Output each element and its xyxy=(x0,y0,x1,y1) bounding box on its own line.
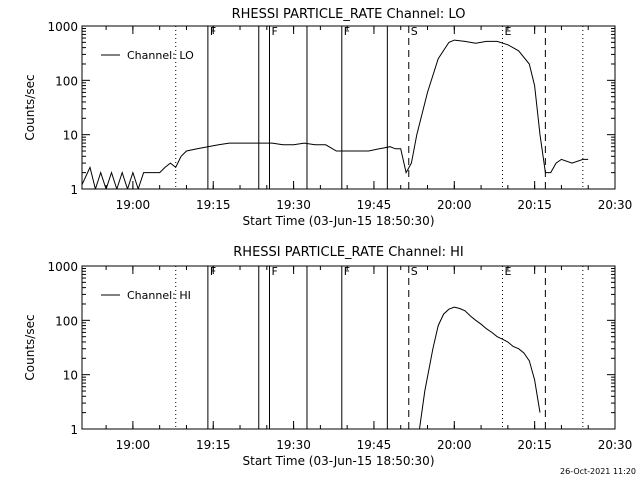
x-tick-label: 19:00 xyxy=(116,438,151,452)
x-tick-label: 20:00 xyxy=(437,438,472,452)
chart-title: RHESSI PARTICLE_RATE Channel: LO xyxy=(232,7,466,22)
annotation-label: F xyxy=(344,25,350,38)
y-tick-label: 1 xyxy=(70,423,78,437)
x-tick-label: 19:15 xyxy=(196,438,231,452)
annotation-label: F xyxy=(210,25,216,38)
y-tick-label: 1000 xyxy=(47,20,78,34)
annotation-label: F xyxy=(271,265,277,278)
y-tick-label: 100 xyxy=(55,74,78,88)
annotation-label: E xyxy=(505,265,512,278)
x-tick-label: 19:30 xyxy=(276,438,311,452)
x-tick-label: 19:45 xyxy=(357,198,392,212)
x-axis-label: Start Time (03-Jun-15 18:50:30) xyxy=(243,454,435,468)
x-tick-label: 20:30 xyxy=(598,438,633,452)
y-tick-label: 10 xyxy=(63,129,78,143)
y-axis-label: Counts/sec xyxy=(23,314,37,380)
series-line xyxy=(82,39,589,189)
y-tick-label: 100 xyxy=(55,314,78,328)
plot-frame xyxy=(81,265,616,430)
annotation-label: S xyxy=(411,25,418,38)
x-tick-label: 20:00 xyxy=(437,198,472,212)
annotation-label: E xyxy=(505,25,512,38)
x-tick-label: 19:45 xyxy=(357,438,392,452)
annotation-label: F xyxy=(210,265,216,278)
x-tick-label: 20:15 xyxy=(517,438,552,452)
footer-timestamp: 26-Oct-2021 11:20 xyxy=(560,467,636,476)
x-tick-label: 20:30 xyxy=(598,198,633,212)
x-tick-label: 20:15 xyxy=(517,198,552,212)
hi-channel-panel: RHESSI PARTICLE_RATE Channel: HI 1 10 100 10… xyxy=(23,245,632,468)
y-tick-label: 10 xyxy=(63,369,78,383)
legend-label: Channel: HI xyxy=(127,289,191,302)
x-tick-label: 19:15 xyxy=(196,198,231,212)
annotation-label: F xyxy=(271,25,277,38)
chart-title: RHESSI PARTICLE_RATE Channel: HI xyxy=(233,245,463,260)
annotation-label: S xyxy=(411,265,418,278)
y-axis-label: Counts/sec xyxy=(23,74,37,140)
annotation-label: F xyxy=(344,265,350,278)
y-tick-label: 1 xyxy=(70,183,78,197)
series-line xyxy=(419,306,541,429)
plot-frame xyxy=(81,25,616,190)
x-tick-label: 19:30 xyxy=(276,198,311,212)
x-tick-label: 19:00 xyxy=(116,198,151,212)
legend-label: Channel: LO xyxy=(127,49,194,62)
x-axis-label: Start Time (03-Jun-15 18:50:30) xyxy=(243,214,435,228)
lo-channel-panel: RHESSI PARTICLE_RATE Channel: LO 1 10 100 10… xyxy=(23,7,632,228)
y-tick-label: 1000 xyxy=(47,260,78,274)
